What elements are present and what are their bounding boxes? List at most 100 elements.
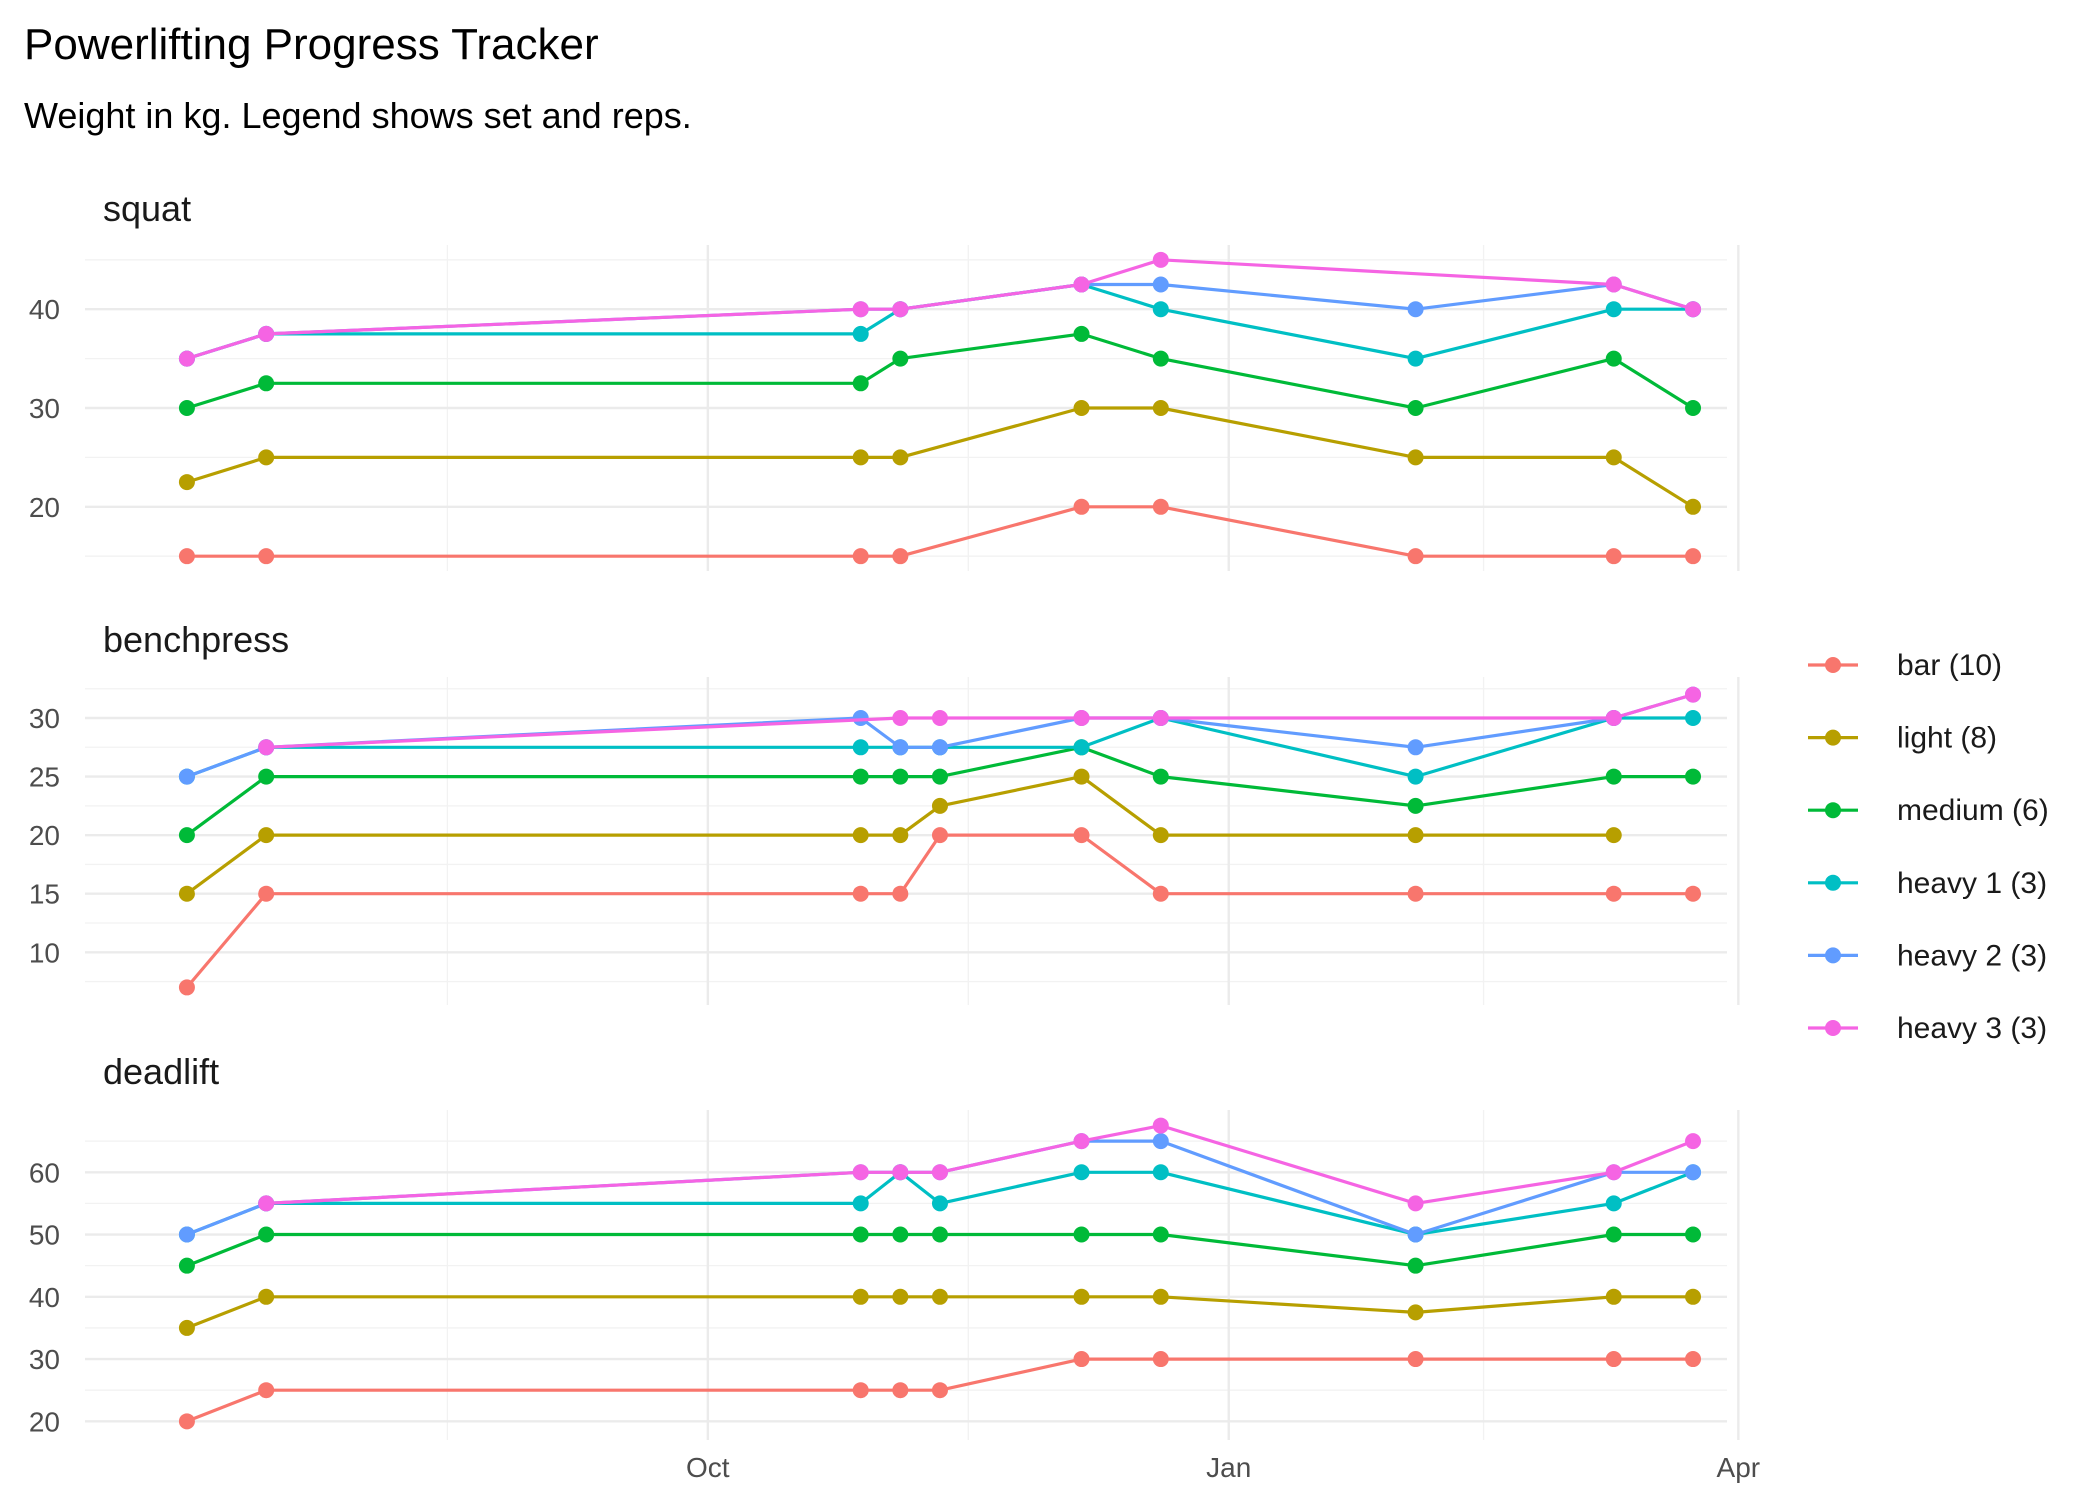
data-point <box>1407 1195 1424 1212</box>
data-point <box>1152 827 1169 844</box>
data-point <box>1685 710 1702 726</box>
series-medium-6 <box>178 1226 1702 1274</box>
data-point <box>178 768 195 785</box>
data-point <box>1407 1304 1424 1321</box>
data-point <box>892 1226 909 1243</box>
data-point <box>1685 301 1702 318</box>
data-point <box>258 1288 275 1305</box>
data-point <box>1407 768 1424 785</box>
data-point <box>1073 1133 1090 1150</box>
data-point <box>1407 797 1424 814</box>
data-point <box>892 449 909 466</box>
series-bar-10 <box>178 498 1702 565</box>
data-point <box>1407 827 1424 844</box>
data-point <box>258 739 275 756</box>
series-heavy-3-3 <box>258 686 1702 756</box>
legend-item-light-8: light (8) <box>1808 722 1997 755</box>
data-point <box>1073 1288 1090 1305</box>
data-point <box>852 375 869 392</box>
series-line <box>186 1139 1693 1237</box>
data-point <box>258 375 275 392</box>
data-point <box>852 1226 869 1243</box>
data-point <box>1152 1226 1169 1243</box>
data-point <box>1685 400 1702 416</box>
series-line <box>185 833 1693 989</box>
series-line <box>186 1357 1693 1423</box>
data-point <box>1152 1288 1169 1305</box>
data-point <box>1685 1164 1702 1181</box>
data-point <box>1685 1133 1702 1150</box>
legend-key-point <box>1825 729 1841 746</box>
series-line <box>186 1232 1693 1268</box>
series-light-8 <box>178 768 1622 902</box>
data-point <box>258 1382 275 1399</box>
series-line <box>186 693 1694 779</box>
data-point <box>1073 768 1090 785</box>
y-tick-label: 30 <box>29 393 60 424</box>
data-point <box>852 325 869 342</box>
data-point <box>1685 686 1702 703</box>
facet-squat: squat 20 30 40 <box>29 188 1740 571</box>
data-point <box>1152 710 1169 726</box>
data-point <box>1407 301 1424 318</box>
data-point <box>1605 1226 1622 1243</box>
data-point <box>1152 498 1169 515</box>
facet-title-benchpress: benchpress <box>103 619 289 660</box>
legend-label: heavy 3 (3) <box>1897 1012 2047 1045</box>
legend-key-point <box>1825 657 1841 673</box>
data-point <box>178 400 195 416</box>
data-point <box>852 1195 869 1212</box>
series-line <box>186 716 1693 779</box>
data-point <box>258 885 275 902</box>
legend-key-point <box>1825 947 1841 964</box>
legend-item-heavy-1-3: heavy 1 (3) <box>1808 867 2047 900</box>
data-point <box>852 1288 869 1305</box>
data-point <box>892 350 909 367</box>
data-point <box>258 827 275 844</box>
data-point <box>1685 1351 1702 1368</box>
series-line <box>186 282 1694 361</box>
data-point <box>931 797 948 814</box>
data-point <box>1605 827 1622 844</box>
data-point <box>1152 768 1169 785</box>
data-point <box>1407 350 1424 367</box>
data-point <box>1152 1133 1169 1150</box>
data-point <box>1073 276 1090 293</box>
data-point <box>1605 885 1622 902</box>
series-line <box>186 505 1693 558</box>
data-point <box>1407 885 1424 902</box>
data-point <box>1073 1164 1090 1181</box>
series-line <box>266 1123 1694 1206</box>
data-point <box>892 1164 909 1181</box>
data-point <box>1605 1195 1622 1212</box>
data-point <box>1152 301 1169 318</box>
data-point <box>1685 1226 1702 1243</box>
data-point <box>892 1382 909 1399</box>
data-point <box>1685 1288 1702 1305</box>
facet-title-squat: squat <box>103 188 191 229</box>
data-point <box>852 885 869 902</box>
data-point <box>1073 1351 1090 1368</box>
series-line <box>186 1295 1693 1330</box>
data-point <box>1605 548 1622 565</box>
data-point <box>1152 885 1169 902</box>
data-point <box>178 474 195 491</box>
y-tick-label: 25 <box>29 762 60 793</box>
y-tick-label: 50 <box>29 1220 60 1251</box>
series-bar-10 <box>178 827 1702 996</box>
data-point <box>178 885 195 902</box>
data-point <box>1407 548 1424 565</box>
data-point <box>1605 350 1622 367</box>
y-tick-label: 40 <box>29 1282 60 1313</box>
data-point <box>1685 885 1702 902</box>
legend-label: heavy 2 (3) <box>1897 939 2047 972</box>
series-light-8 <box>178 400 1702 515</box>
data-point <box>258 449 275 466</box>
data-point <box>852 1382 869 1399</box>
data-point <box>1605 276 1622 293</box>
data-point <box>892 301 909 318</box>
data-point <box>1605 1164 1622 1181</box>
data-point <box>1152 276 1169 293</box>
legend: bar (10) light (8) medium (6) heavy 1 (3) he… <box>1808 649 2049 1045</box>
